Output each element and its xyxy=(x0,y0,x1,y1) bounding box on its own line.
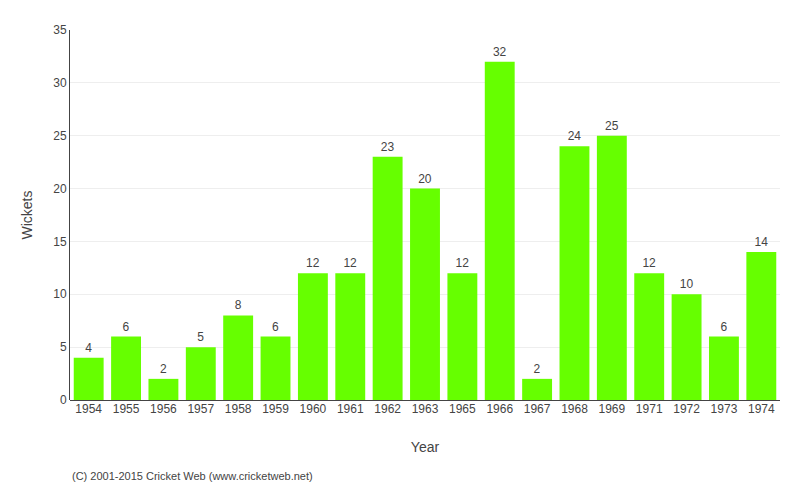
svg-text:1968: 1968 xyxy=(561,402,588,416)
svg-text:15: 15 xyxy=(53,235,67,249)
svg-text:Year: Year xyxy=(411,439,440,455)
svg-text:1957: 1957 xyxy=(187,402,214,416)
svg-text:1958: 1958 xyxy=(225,402,252,416)
svg-text:1965: 1965 xyxy=(449,402,476,416)
svg-text:12: 12 xyxy=(642,256,656,270)
svg-text:2: 2 xyxy=(534,362,541,376)
svg-text:2: 2 xyxy=(160,362,167,376)
svg-text:20: 20 xyxy=(53,182,67,196)
svg-text:1962: 1962 xyxy=(374,402,401,416)
svg-text:6: 6 xyxy=(123,320,130,334)
svg-text:24: 24 xyxy=(568,129,582,143)
svg-text:1973: 1973 xyxy=(711,402,738,416)
svg-text:1956: 1956 xyxy=(150,402,177,416)
svg-text:20: 20 xyxy=(418,172,432,186)
svg-text:35: 35 xyxy=(53,23,67,37)
svg-text:8: 8 xyxy=(235,298,242,312)
svg-text:1963: 1963 xyxy=(412,402,439,416)
svg-text:1966: 1966 xyxy=(486,402,513,416)
svg-text:25: 25 xyxy=(53,129,67,143)
svg-text:12: 12 xyxy=(306,256,320,270)
svg-text:5: 5 xyxy=(197,330,204,344)
svg-text:6: 6 xyxy=(272,320,279,334)
svg-text:23: 23 xyxy=(381,140,395,154)
svg-text:12: 12 xyxy=(456,256,470,270)
svg-text:0: 0 xyxy=(60,393,67,407)
svg-text:1971: 1971 xyxy=(636,402,663,416)
svg-text:14: 14 xyxy=(754,235,768,249)
svg-text:4: 4 xyxy=(85,341,92,355)
svg-text:1955: 1955 xyxy=(113,402,140,416)
svg-text:1972: 1972 xyxy=(673,402,700,416)
svg-text:5: 5 xyxy=(60,340,67,354)
svg-text:30: 30 xyxy=(53,76,67,90)
svg-text:6: 6 xyxy=(720,320,727,334)
svg-text:(C) 2001-2015 Cricket Web (www: (C) 2001-2015 Cricket Web (www.cricketwe… xyxy=(72,470,313,482)
svg-text:10: 10 xyxy=(680,277,694,291)
svg-text:1974: 1974 xyxy=(748,402,775,416)
svg-text:1969: 1969 xyxy=(598,402,625,416)
svg-text:25: 25 xyxy=(605,119,619,133)
svg-text:1961: 1961 xyxy=(337,402,364,416)
svg-text:10: 10 xyxy=(53,287,67,301)
svg-text:1954: 1954 xyxy=(75,402,102,416)
svg-text:Wickets: Wickets xyxy=(19,191,35,240)
svg-text:12: 12 xyxy=(343,256,357,270)
svg-text:1967: 1967 xyxy=(524,402,551,416)
svg-text:1959: 1959 xyxy=(262,402,289,416)
svg-text:32: 32 xyxy=(493,45,507,59)
svg-text:1960: 1960 xyxy=(300,402,327,416)
